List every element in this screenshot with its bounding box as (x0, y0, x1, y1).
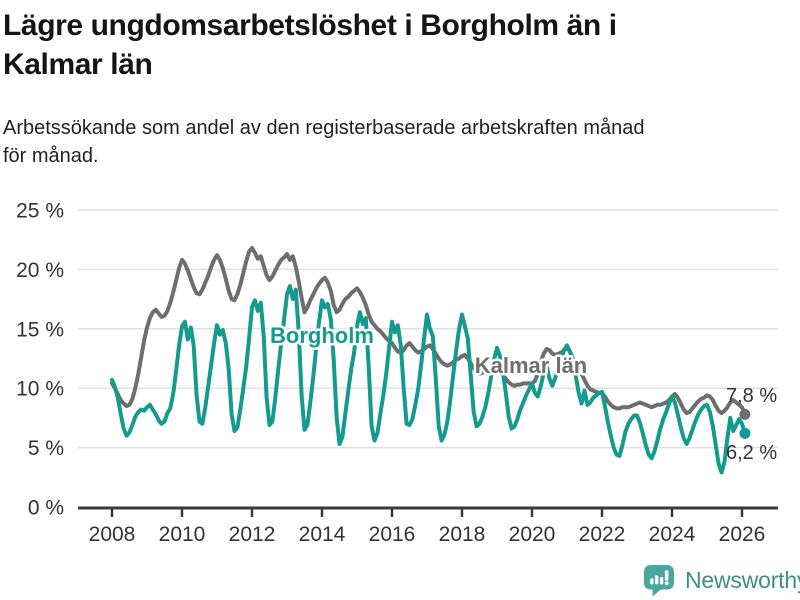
series-line-borgholm (110, 284, 747, 475)
series-end-dot-kalmar-l-n (739, 408, 751, 420)
series-end-label-borgholm: 6,2 % (726, 442, 777, 464)
series-end-label-kalmar-l-n: 7,8 % (726, 385, 777, 407)
chart-title: Lägre ungdomsarbetslöshet i Borgholm än … (3, 6, 617, 84)
x-tick-label: 2014 (299, 523, 346, 546)
newsworthy-brand: Newsworthy (641, 562, 800, 598)
y-tick-label: 20 % (16, 259, 64, 282)
x-tick-label: 2020 (509, 523, 556, 546)
x-tick-label: 2010 (159, 523, 206, 546)
chart-subtitle: Arbetssökande som andel av den registerb… (3, 114, 645, 170)
x-tick-label: 2026 (719, 523, 766, 546)
chart-subtitle-line2: för månad. (3, 145, 99, 167)
x-tick-label: 2024 (649, 523, 696, 546)
series-label-kalmar-l-n: Kalmar län (475, 353, 588, 378)
newsworthy-logo-icon (644, 564, 674, 596)
brand-wordmark: Newsworthy (685, 566, 800, 593)
x-tick-label: 2016 (369, 523, 416, 546)
y-tick-label: 15 % (16, 318, 64, 341)
series-label-borgholm: Borgholm (270, 323, 374, 348)
chart-title-line1: Lägre ungdomsarbetslöshet i Borgholm än … (3, 9, 617, 42)
y-tick-label: 25 % (16, 200, 64, 223)
chart-subtitle-line1: Arbetssökande som andel av den registerb… (3, 117, 645, 139)
x-tick-label: 2022 (579, 523, 626, 546)
series-line-kalmar-l-n (110, 246, 747, 417)
y-tick-label: 10 % (16, 378, 64, 401)
series-end-dot-borgholm (739, 427, 751, 439)
x-tick-label: 2018 (439, 523, 486, 546)
y-tick-label: 0 % (28, 497, 64, 520)
x-tick-label: 2008 (89, 523, 136, 546)
x-tick-label: 2012 (229, 523, 276, 546)
chart-title-line2: Kalmar län (3, 48, 153, 81)
y-tick-label: 5 % (28, 437, 64, 460)
